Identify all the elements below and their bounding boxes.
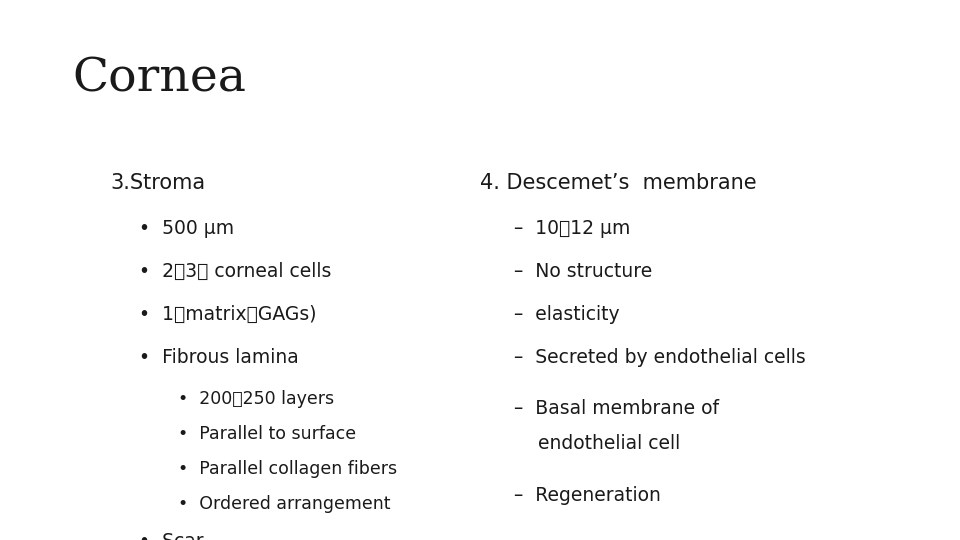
Text: –  10～12 μm: – 10～12 μm: [514, 219, 630, 238]
Text: •  500 μm: • 500 μm: [139, 219, 234, 238]
Text: –  Basal membrane of: – Basal membrane of: [514, 399, 719, 417]
Text: •  Ordered arrangement: • Ordered arrangement: [178, 495, 390, 513]
Text: –  Secreted by endothelial cells: – Secreted by endothelial cells: [514, 348, 805, 367]
Text: •  Fibrous lamina: • Fibrous lamina: [139, 348, 299, 367]
Text: –  Regeneration: – Regeneration: [514, 486, 660, 505]
Text: Cornea: Cornea: [72, 57, 246, 102]
Text: •  200～250 layers: • 200～250 layers: [178, 390, 334, 408]
Text: •  Parallel to surface: • Parallel to surface: [178, 425, 356, 443]
Text: •  Scar: • Scar: [139, 532, 204, 540]
Text: endothelial cell: endothelial cell: [514, 434, 680, 453]
Text: •  Parallel collagen fibers: • Parallel collagen fibers: [178, 460, 396, 478]
Text: •  1％matrix（GAGs): • 1％matrix（GAGs): [139, 305, 317, 324]
Text: –  elasticity: – elasticity: [514, 305, 619, 324]
Text: •  2～3％ corneal cells: • 2～3％ corneal cells: [139, 262, 331, 281]
Text: –  No structure: – No structure: [514, 262, 652, 281]
Text: 3.Stroma: 3.Stroma: [110, 173, 205, 193]
Text: 4. Descemet’s  membrane: 4. Descemet’s membrane: [480, 173, 756, 193]
